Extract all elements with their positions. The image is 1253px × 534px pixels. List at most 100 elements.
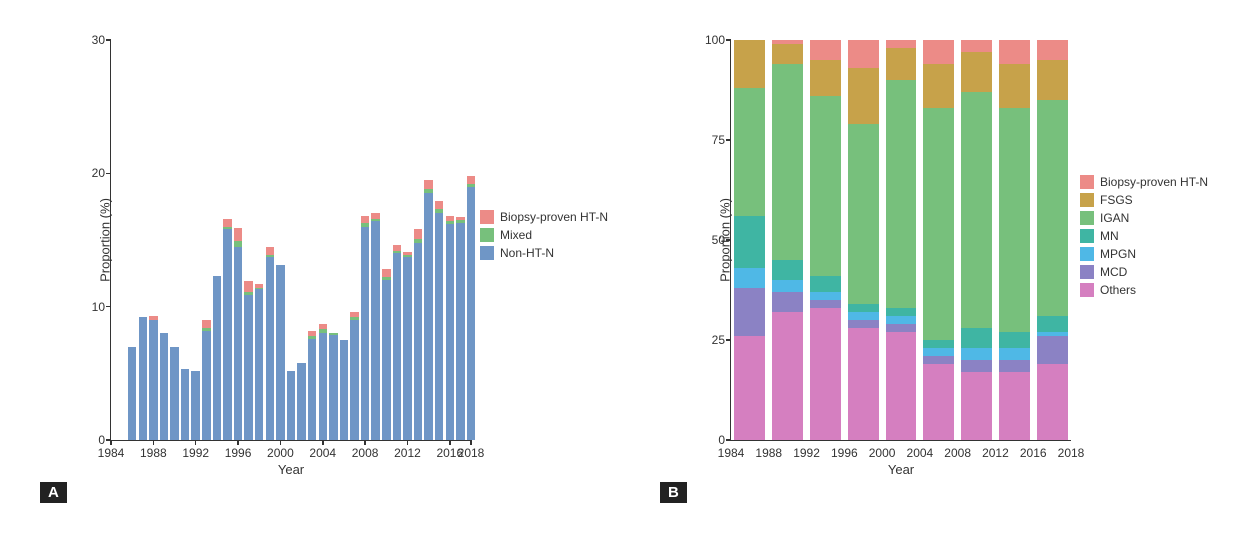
legend-label: MPGN	[1100, 247, 1136, 261]
chart-b-bar-seg-fsgs	[923, 64, 954, 108]
chart-a-bar-seg-non_ht_n	[435, 213, 443, 440]
chart-b-bar-seg-igan	[848, 124, 879, 304]
chart-b-bar-seg-mpgn	[961, 348, 992, 360]
chart-b-bar-seg-mpgn	[734, 268, 765, 288]
chart-a-bar	[170, 347, 178, 440]
chart-b-bar-seg-mcd	[1037, 336, 1068, 364]
chart-a-x-tick-label: 1996	[225, 446, 252, 460]
chart-a-bar-seg-non_ht_n	[160, 333, 168, 440]
chart-b-plot-area: Proportion (%) Year 02550751001984198819…	[730, 40, 1071, 441]
chart-b-x-tick-label: 1988	[755, 446, 782, 460]
chart-a-bar	[160, 333, 168, 440]
chart-b-bar-seg-others	[886, 332, 917, 440]
chart-a-x-tick-label: 2008	[352, 446, 379, 460]
chart-a-y-tick-label: 20	[92, 166, 105, 180]
chart-b-bar-seg-mn	[772, 260, 803, 280]
chart-a-x-tick-mark	[449, 440, 451, 445]
chart-b-bar-seg-others	[923, 364, 954, 440]
chart-a-legend-item: Non-HT-N	[480, 246, 608, 260]
chart-a-bar-seg-non_ht_n	[382, 280, 390, 440]
chart-b-bar-seg-others	[734, 336, 765, 440]
chart-a-bar-seg-non_ht_n	[414, 243, 422, 440]
chart-a-bar-seg-non_ht_n	[191, 371, 199, 440]
chart-b-x-tick-label: 1992	[793, 446, 820, 460]
chart-b-x-tick-label: 2016	[1020, 446, 1047, 460]
chart-b-bar	[1037, 40, 1068, 440]
chart-a-bar-seg-biopsy_ht_n	[202, 320, 210, 328]
legend-swatch	[480, 210, 494, 224]
chart-b-y-tick-label: 100	[705, 33, 725, 47]
chart-b-bar-seg-mn	[923, 340, 954, 348]
chart-b-bar-seg-mcd	[923, 356, 954, 364]
chart-a-bar-seg-biopsy_ht_n	[467, 176, 475, 184]
chart-a-bar-seg-non_ht_n	[350, 320, 358, 440]
chart-b-bar-seg-mn	[961, 328, 992, 348]
chart-b-bar-seg-others	[999, 372, 1030, 440]
chart-b-bar-seg-mpgn	[886, 316, 917, 324]
chart-a-x-tick-label: 2018	[458, 446, 485, 460]
chart-b-bar-seg-igan	[999, 108, 1030, 332]
legend-label: Mixed	[500, 228, 532, 242]
chart-a-bar-seg-non_ht_n	[213, 276, 221, 440]
chart-b-bar-seg-biopsy_ht_n	[999, 40, 1030, 64]
chart-b-x-tick-label: 2008	[944, 446, 971, 460]
chart-b-x-tick-label: 2004	[907, 446, 934, 460]
chart-b-bar-seg-biopsy_ht_n	[1037, 40, 1068, 60]
chart-a-x-tick-label: 1984	[98, 446, 125, 460]
chart-a-bar-seg-biopsy_ht_n	[361, 216, 369, 223]
chart-b-bar-seg-fsgs	[810, 60, 841, 96]
chart-b-legend: Biopsy-proven HT-NFSGSIGANMNMPGNMCDOther…	[1080, 175, 1208, 301]
legend-swatch	[1080, 193, 1094, 207]
chart-a-y-tick-mark	[106, 306, 111, 308]
chart-b-bar-seg-mcd	[999, 360, 1030, 372]
panel-a: Proportion (%) Year 01020301984198819921…	[40, 20, 620, 510]
chart-b-y-tick-mark	[726, 39, 731, 41]
chart-a-y-tick-mark	[106, 173, 111, 175]
chart-a-bar	[456, 217, 464, 440]
chart-b-y-tick-label: 75	[712, 133, 725, 147]
legend-swatch	[480, 246, 494, 260]
chart-b-bar-seg-fsgs	[999, 64, 1030, 108]
chart-b-bar-seg-mcd	[772, 292, 803, 312]
chart-b-bar	[772, 40, 803, 440]
chart-b-bar-seg-fsgs	[961, 52, 992, 92]
legend-swatch	[1080, 283, 1094, 297]
panel-b-badge: B	[660, 482, 687, 503]
chart-a-bar	[467, 176, 475, 440]
chart-a-bar-seg-non_ht_n	[319, 333, 327, 440]
chart-b-bar-seg-mpgn	[810, 292, 841, 300]
chart-b-x-tick-label: 2000	[869, 446, 896, 460]
chart-b-bar-seg-others	[772, 312, 803, 440]
chart-b-bar-seg-mcd	[848, 320, 879, 328]
chart-a-bar	[329, 333, 337, 440]
chart-b-y-tick-label: 25	[712, 333, 725, 347]
chart-b-bar-seg-mpgn	[999, 348, 1030, 360]
chart-a-bar-seg-non_ht_n	[139, 317, 147, 440]
chart-a-bar-seg-non_ht_n	[308, 339, 316, 440]
chart-b-bar-seg-biopsy_ht_n	[923, 40, 954, 64]
chart-a-bar	[255, 284, 263, 440]
chart-a-x-tick-label: 2004	[309, 446, 336, 460]
chart-b-legend-item: Others	[1080, 283, 1208, 297]
chart-b-x-axis-title: Year	[888, 462, 914, 477]
chart-a-bar	[340, 340, 348, 440]
chart-b-bar-seg-mcd	[961, 360, 992, 372]
chart-a-x-tick-mark	[364, 440, 366, 445]
panel-b: Proportion (%) Year 02550751001984198819…	[660, 20, 1240, 510]
chart-b-bar	[886, 40, 917, 440]
chart-b-bar-seg-biopsy_ht_n	[848, 40, 879, 68]
chart-a-bar-seg-non_ht_n	[340, 340, 348, 440]
chart-a-bar-seg-non_ht_n	[234, 247, 242, 440]
legend-swatch	[1080, 175, 1094, 189]
legend-swatch	[1080, 265, 1094, 279]
chart-b-bar-seg-igan	[810, 96, 841, 276]
chart-a-x-axis-title: Year	[278, 462, 304, 477]
chart-a-bar	[361, 216, 369, 440]
chart-a-bar	[414, 229, 422, 440]
chart-a-plot-area: Proportion (%) Year 01020301984198819921…	[110, 40, 471, 441]
chart-b-legend-item: FSGS	[1080, 193, 1208, 207]
chart-a-bar-seg-non_ht_n	[255, 289, 263, 440]
chart-a-bar	[191, 371, 199, 440]
chart-b-bar-seg-mn	[848, 304, 879, 312]
chart-b-bar-seg-mpgn	[772, 280, 803, 292]
